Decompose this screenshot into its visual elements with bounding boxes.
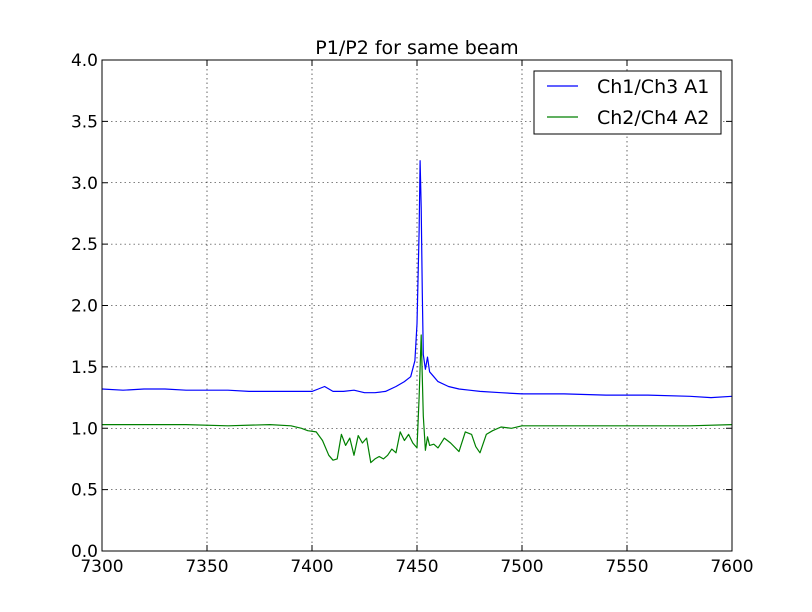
y-tick-label: 3.5: [71, 112, 98, 132]
plot-series: [101, 160, 733, 464]
y-tick-label: 1.5: [71, 358, 98, 378]
y-tick-label: 0.5: [71, 481, 98, 501]
x-tick-label: 7550: [605, 557, 648, 577]
y-tick-label: 2.0: [71, 297, 98, 317]
y-tick-label: 4.0: [71, 51, 98, 71]
axis-ticks: 7300 7350 7400 7450 7500 7550 7600 0.0 0.5 1.0 1.5…: [71, 51, 754, 577]
legend: Ch1/Ch3 A1 Ch2/Ch4 A2: [533, 70, 722, 135]
x-tick-label: 7300: [80, 557, 123, 577]
legend-label-series-1: Ch1/Ch3 A1: [597, 76, 709, 98]
y-tick-label: 3.0: [71, 174, 98, 194]
series-line-1: [101, 160, 733, 399]
x-tick-label: 7400: [290, 557, 333, 577]
y-tick-label: 2.5: [71, 235, 98, 255]
legend-box: [533, 70, 722, 135]
y-tick-label: 0.0: [71, 542, 98, 562]
x-tick-label: 7600: [710, 557, 753, 577]
x-tick-label: 7500: [500, 557, 543, 577]
legend-label-series-2: Ch2/Ch4 A2: [597, 107, 709, 129]
chart-title: P1/P2 for same beam: [315, 37, 518, 59]
x-tick-label: 7350: [185, 557, 228, 577]
y-tick-label: 1.0: [71, 419, 98, 439]
series-line-2: [102, 334, 733, 464]
x-tick-label: 7450: [395, 557, 438, 577]
